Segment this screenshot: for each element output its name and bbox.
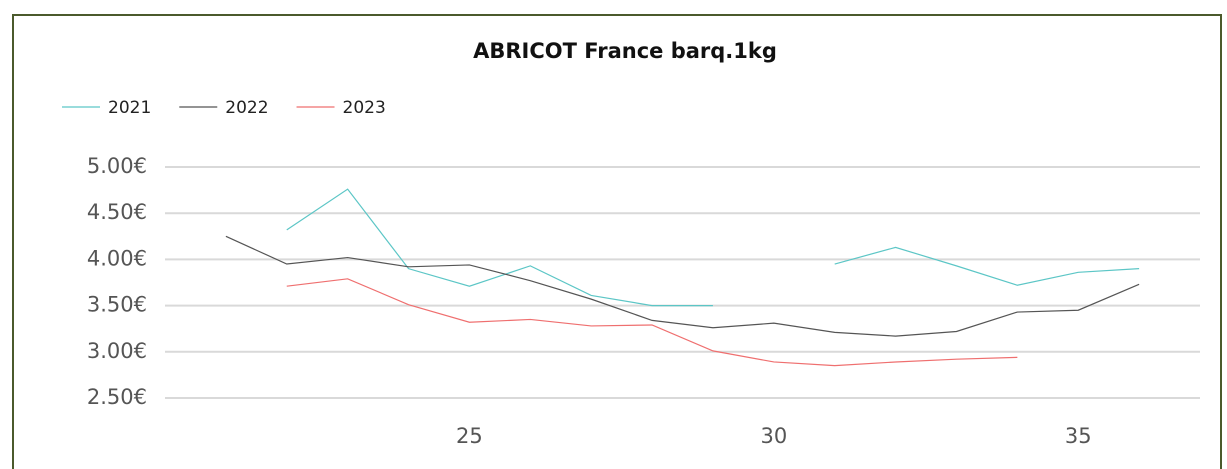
frame	[12, 14, 1222, 469]
y-tick-label: 3.50€	[87, 293, 147, 317]
x-tick-label: 30	[760, 424, 787, 448]
y-tick-label: 4.50€	[87, 200, 147, 224]
series-line	[286, 278, 1018, 367]
series-line	[286, 188, 1140, 307]
x-tick-label: 25	[456, 424, 483, 448]
legend-label: 2023	[343, 98, 386, 118]
y-tick-label: 4.00€	[87, 246, 147, 270]
y-tick-label: 2.50€	[87, 385, 147, 409]
x-tick-label: 35	[1065, 424, 1092, 448]
y-tick-label: 3.00€	[87, 339, 147, 363]
chart-title: ABRICOT France barq.1kg	[473, 39, 777, 63]
series-line	[225, 235, 1140, 337]
legend-label: 2022	[225, 98, 268, 118]
legend-label: 2021	[108, 98, 151, 118]
y-tick-label: 5.00€	[87, 154, 147, 178]
